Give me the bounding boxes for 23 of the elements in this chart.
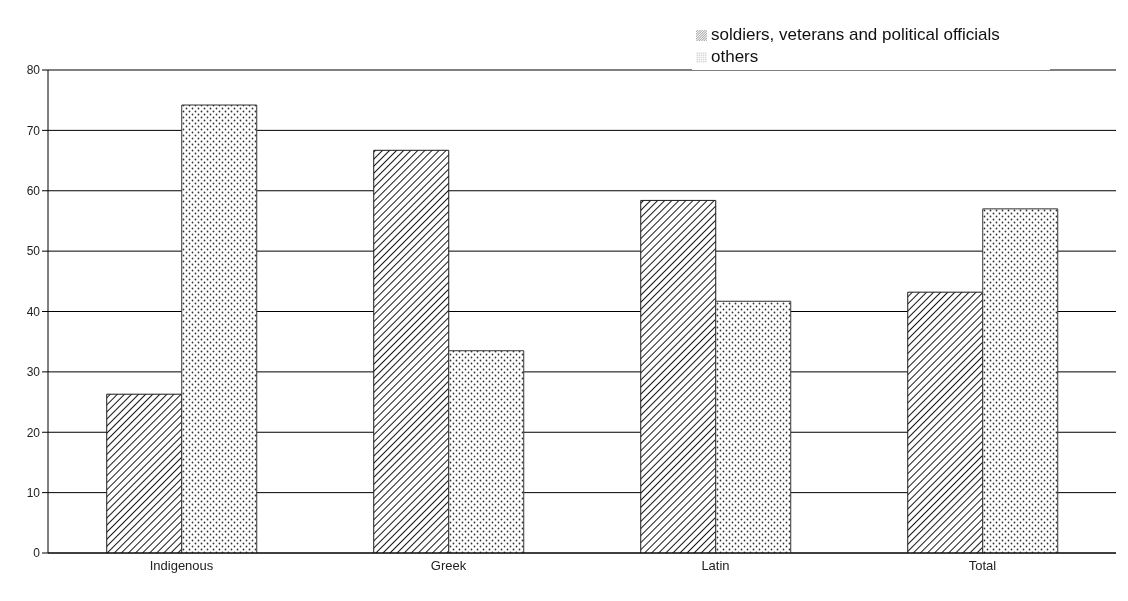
y-tick-label: 50 bbox=[26, 244, 41, 259]
y-tick-label: 30 bbox=[26, 365, 41, 380]
bar bbox=[982, 208, 1059, 553]
bar bbox=[715, 300, 792, 553]
x-tick-label: Indigenous bbox=[149, 558, 214, 574]
y-tick-label: 20 bbox=[26, 425, 41, 440]
bar bbox=[448, 350, 525, 553]
y-tick-label: 10 bbox=[26, 485, 41, 500]
y-tick-label: 40 bbox=[26, 304, 41, 319]
legend-label: soldiers, veterans and political officials bbox=[711, 25, 1000, 44]
y-tick-label: 70 bbox=[26, 123, 41, 138]
bar bbox=[106, 393, 183, 553]
y-tick-label: 0 bbox=[33, 546, 41, 561]
legend-label: others bbox=[711, 47, 759, 66]
x-tick-label: Total bbox=[968, 558, 997, 574]
bar bbox=[181, 104, 258, 553]
y-tick-label: 80 bbox=[26, 63, 41, 78]
bar bbox=[640, 199, 717, 553]
x-tick-label: Greek bbox=[430, 558, 467, 574]
bar bbox=[907, 291, 984, 553]
y-tick-label: 60 bbox=[26, 184, 41, 199]
bar bbox=[373, 149, 450, 553]
x-tick-label: Latin bbox=[701, 558, 730, 574]
